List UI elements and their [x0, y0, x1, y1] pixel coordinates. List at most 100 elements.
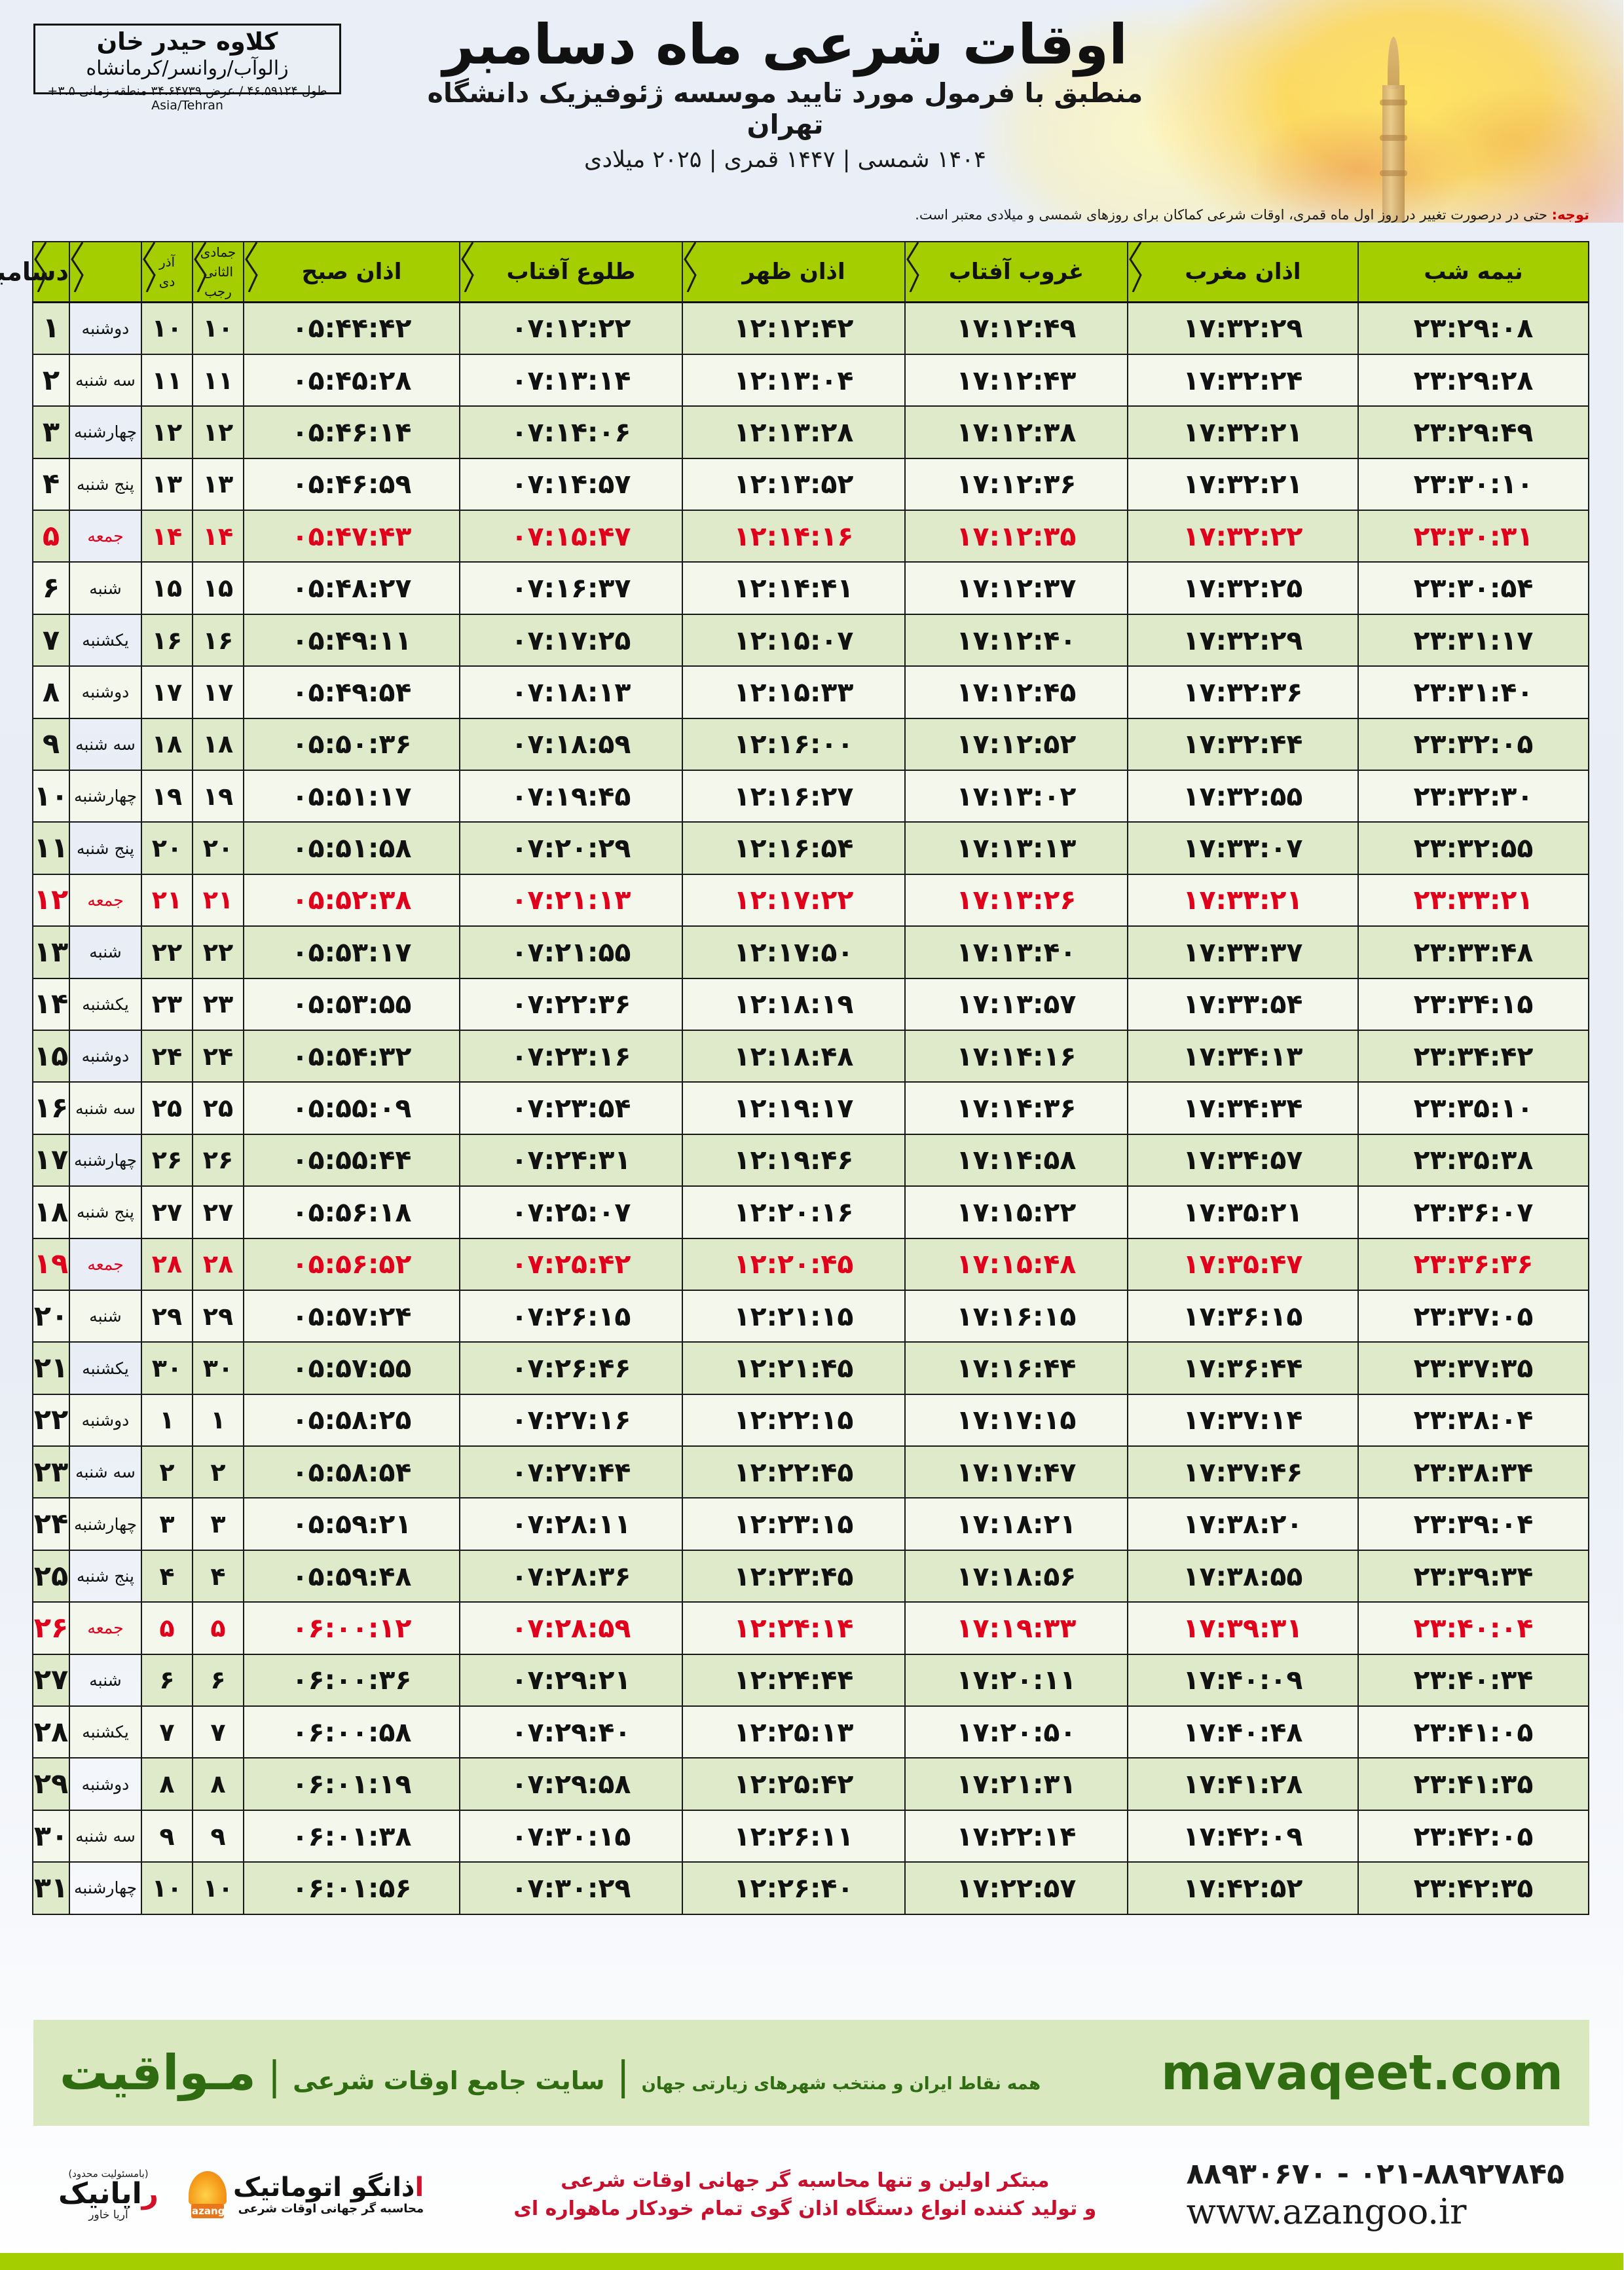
cell-dhuhr: ۱۲:۱۷:۲۲: [682, 873, 906, 927]
azangoo-logo-subtitle: محاسبه گر جهانی اوقات شرعی: [238, 2201, 425, 2216]
cell-sunrise: ۰۷:۱۹:۴۵: [460, 770, 684, 823]
table-row: ۲۳:۳۵:۱۰ ۱۷:۳۴:۳۴ ۱۷:۱۴:۳۶ ۱۲:۱۹:۱۷ ۰۷:۲۳:۵۴…: [33, 1081, 1590, 1135]
cell-sunset: ۱۷:۱۳:۵۷: [905, 977, 1129, 1031]
cell-dhuhr: ۱۲:۱۳:۰۴: [682, 353, 906, 407]
cell-maghrib: ۱۷:۳۲:۵۵: [1128, 770, 1359, 823]
table-row: ۲۳:۳۸:۳۴ ۱۷:۳۷:۴۶ ۱۷:۱۷:۴۷ ۱۲:۲۲:۴۵ ۰۷:۲۷:۴۴…: [33, 1445, 1590, 1499]
cell-fajr: ۰۵:۵۷:۲۴: [244, 1289, 461, 1343]
cell-weekday: جمعه: [69, 1237, 143, 1291]
marketing-line-2: و تولید کننده انواع دستگاه اذان گوی تمام…: [514, 2197, 1098, 2220]
cell-sunrise: ۰۷:۲۶:۱۵: [460, 1289, 684, 1343]
cell-gregorian-day: ۱۴: [33, 977, 71, 1031]
contact-website[interactable]: www.azangoo.ir: [1187, 2192, 1467, 2232]
cell-maghrib: ۱۷:۳۲:۳۶: [1128, 665, 1359, 719]
cell-sunrise: ۰۷:۲۰:۲۹: [460, 821, 684, 875]
cell-dhuhr: ۱۲:۲۴:۴۴: [682, 1653, 906, 1707]
cell-persian-day: ۲۷: [141, 1185, 194, 1239]
cell-fajr: ۰۵:۵۶:۵۲: [244, 1237, 461, 1291]
cell-maghrib: ۱۷:۳۳:۲۱: [1128, 873, 1359, 927]
cell-midnight: ۲۳:۳۳:۴۸: [1358, 925, 1590, 979]
table-row: ۲۳:۴۲:۰۵ ۱۷:۴۲:۰۹ ۱۷:۲۲:۱۴ ۱۲:۲۶:۱۱ ۰۷:۳۰:۱۵…: [33, 1809, 1590, 1863]
cell-hijri-day: ۲۲: [193, 925, 245, 979]
cell-weekday: دوشنبه: [69, 1757, 143, 1811]
table-row: ۲۳:۳۴:۱۵ ۱۷:۳۳:۵۴ ۱۷:۱۳:۵۷ ۱۲:۱۸:۱۹ ۰۷:۲۲:۳۶…: [33, 977, 1590, 1031]
cell-hijri-day: ۲۶: [193, 1133, 245, 1187]
cell-hijri-day: ۲۱: [193, 873, 245, 927]
cell-sunset: ۱۷:۲۰:۵۰: [905, 1705, 1129, 1759]
mosque-dome-icon: azangoo: [189, 2171, 239, 2218]
cell-dhuhr: ۱۲:۱۹:۴۶: [682, 1133, 906, 1187]
cell-sunset: ۱۷:۱۳:۴۰: [905, 925, 1129, 979]
cell-sunrise: ۰۷:۲۴:۳۱: [460, 1133, 684, 1187]
prayer-times-table: نیمه شب اذان مغرب غروب آفتاب اذان ظهر طل…: [0, 241, 1590, 1915]
cell-sunrise: ۰۷:۲۷:۱۶: [460, 1393, 684, 1447]
cell-gregorian-day: ۱۶: [33, 1081, 71, 1135]
cell-hijri-day: ۹: [193, 1809, 245, 1863]
cell-sunset: ۱۷:۱۳:۲۶: [905, 873, 1129, 927]
cell-weekday: چهارشنبه: [69, 1861, 143, 1915]
cell-sunset: ۱۷:۱۴:۵۸: [905, 1133, 1129, 1187]
azangoo-logo-title-rest: ذانگو اتوماتیک: [234, 2172, 416, 2203]
col-header-sunrise: طلوع آفتاب: [460, 241, 684, 303]
col-header-dhuhr: اذان ظهر: [682, 241, 906, 303]
cell-gregorian-day: ۲۶: [33, 1601, 71, 1655]
header-glow-decoration-secondary: [1257, 79, 1598, 223]
cell-weekday: پنج شنبه: [69, 457, 143, 512]
cell-hijri-day: ۲: [193, 1445, 245, 1499]
cell-weekday: شنبه: [69, 925, 143, 979]
footer-domain[interactable]: mavaqeet.com: [1162, 2045, 1564, 2101]
cell-persian-day: ۲۹: [141, 1289, 194, 1343]
table-row: ۲۳:۳۳:۴۸ ۱۷:۳۳:۳۷ ۱۷:۱۳:۴۰ ۱۲:۱۷:۵۰ ۰۷:۲۱:۵۵…: [33, 925, 1590, 979]
cell-dhuhr: ۱۲:۱۲:۴۲: [682, 301, 906, 355]
cell-fajr: ۰۶:۰۱:۳۸: [244, 1809, 461, 1863]
cell-hijri-day: ۸: [193, 1757, 245, 1811]
cell-gregorian-day: ۵: [33, 510, 71, 563]
cell-persian-day: ۲۴: [141, 1029, 194, 1083]
cell-weekday: چهارشنبه: [69, 405, 143, 459]
cell-sunrise: ۰۷:۳۰:۲۹: [460, 1861, 684, 1915]
city-coordinates: طول ۴۶.۵۹۱۲۴ / عرض ۳۴.۶۴۷۳۹ منطقه زمانی …: [48, 83, 328, 113]
cell-hijri-day: ۲۵: [193, 1081, 245, 1135]
cell-persian-day: ۸: [141, 1757, 194, 1811]
cell-fajr: ۰۵:۴۷:۴۳: [244, 510, 461, 563]
cell-fajr: ۰۶:۰۰:۱۲: [244, 1601, 461, 1655]
minaret-illustration: [1373, 37, 1416, 223]
rayaneek-logo-rest: ایانیک: [59, 2177, 143, 2210]
cell-weekday: جمعه: [69, 510, 143, 563]
cell-weekday: سه شنبه: [69, 1809, 143, 1863]
cell-weekday: یکشنبه: [69, 1341, 143, 1395]
azangoo-logo-title-accent: ا: [415, 2172, 425, 2203]
cell-fajr: ۰۵:۵۱:۵۸: [244, 821, 461, 875]
cell-sunrise: ۰۷:۲۸:۵۹: [460, 1601, 684, 1655]
cell-weekday: سه شنبه: [69, 717, 143, 772]
cell-dhuhr: ۱۲:۲۶:۴۰: [682, 1861, 906, 1915]
cell-weekday: سه شنبه: [69, 353, 143, 407]
footer-tagline1: سایت جامع اوقات شرعی: [293, 2066, 606, 2095]
cell-sunrise: ۰۷:۱۶:۳۷: [460, 561, 684, 615]
cell-maghrib: ۱۷:۳۵:۴۷: [1128, 1237, 1359, 1291]
cell-dhuhr: ۱۲:۲۱:۱۵: [682, 1289, 906, 1343]
cell-dhuhr: ۱۲:۲۴:۱۴: [682, 1601, 906, 1655]
cell-gregorian-day: ۱۱: [33, 821, 71, 875]
cell-sunrise: ۰۷:۱۵:۴۷: [460, 510, 684, 563]
cell-sunset: ۱۷:۱۴:۳۶: [905, 1081, 1129, 1135]
cell-sunset: ۱۷:۱۷:۴۷: [905, 1445, 1129, 1499]
cell-hijri-day: ۱۶: [193, 613, 245, 667]
cell-weekday: چهارشنبه: [69, 1133, 143, 1187]
table-body: ۲۳:۲۹:۰۸ ۱۷:۳۲:۲۹ ۱۷:۱۲:۴۹ ۱۲:۱۲:۴۲ ۰۷:۱۲:۲۲…: [33, 301, 1590, 1915]
table-row: ۲۳:۴۰:۳۴ ۱۷:۴۰:۰۹ ۱۷:۲۰:۱۱ ۱۲:۲۴:۴۴ ۰۷:۲۹:۲۱…: [33, 1653, 1590, 1707]
cell-dhuhr: ۱۲:۲۰:۴۵: [682, 1237, 906, 1291]
cell-weekday: جمعه: [69, 1601, 143, 1655]
cell-midnight: ۲۳:۴۱:۳۵: [1358, 1757, 1590, 1811]
col-header-gregorian: دسامبر: [0, 241, 71, 303]
cell-gregorian-day: ۲۱: [33, 1341, 71, 1395]
cell-dhuhr: ۱۲:۲۱:۴۵: [682, 1341, 906, 1395]
cell-sunset: ۱۷:۱۲:۳۵: [905, 510, 1129, 563]
cell-fajr: ۰۵:۴۸:۲۷: [244, 561, 461, 615]
cell-persian-day: ۱۰: [141, 301, 194, 355]
cell-persian-day: ۱۶: [141, 613, 194, 667]
cell-sunset: ۱۷:۱۳:۰۲: [905, 770, 1129, 823]
cell-hijri-day: ۷: [193, 1705, 245, 1759]
cell-maghrib: ۱۷:۴۲:۵۲: [1128, 1861, 1359, 1915]
cell-sunrise: ۰۷:۱۳:۱۴: [460, 353, 684, 407]
